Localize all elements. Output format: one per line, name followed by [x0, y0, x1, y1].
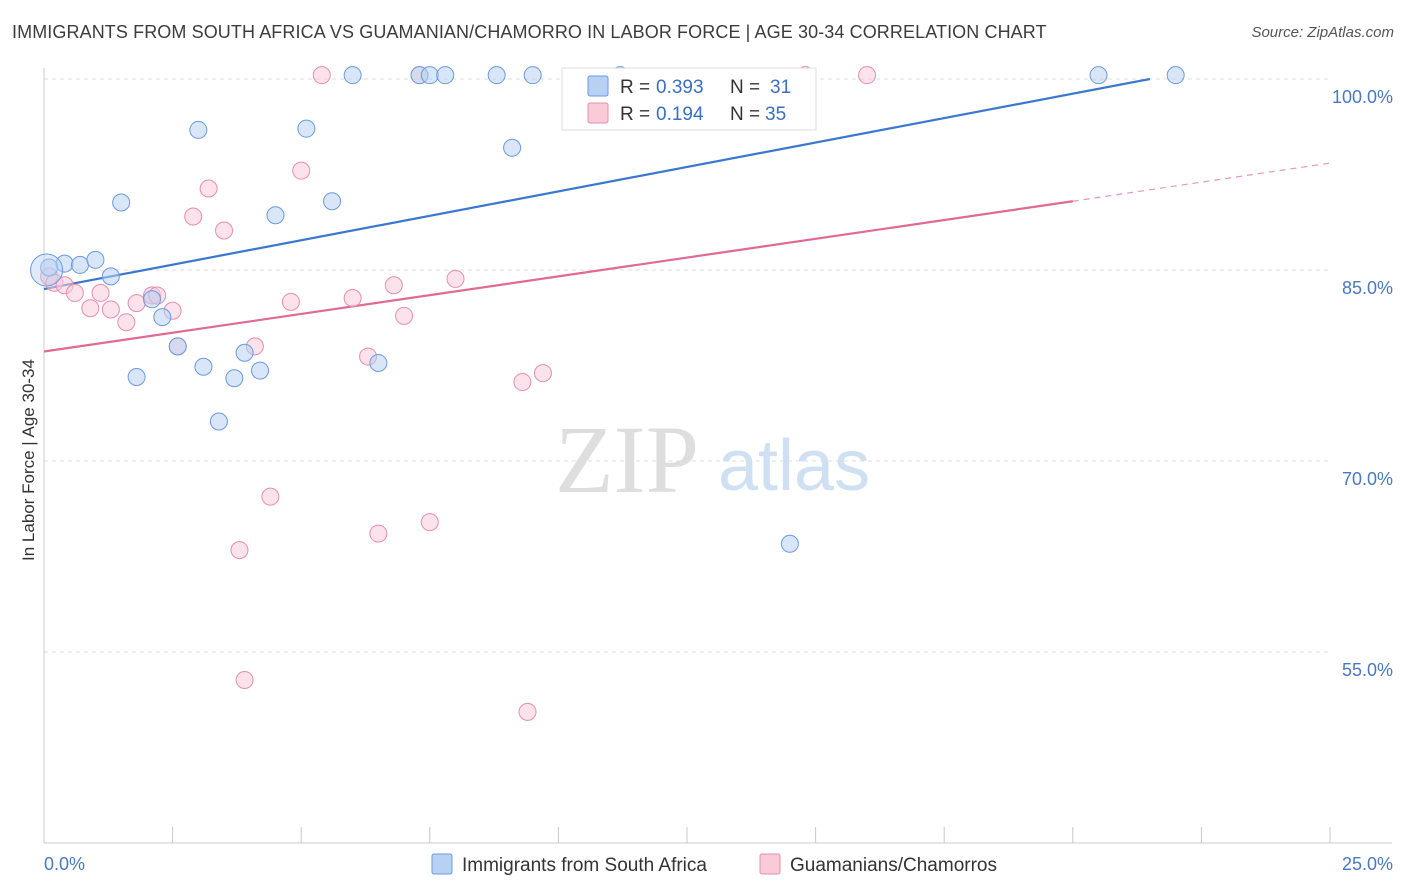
data-point-guamanian: [513, 373, 532, 392]
watermark-atlas: atlas: [718, 426, 870, 506]
data-point-south-africa: [168, 337, 187, 356]
data-points: [30, 66, 1185, 721]
trend-extension-2: [1072, 162, 1331, 202]
data-point-south-africa: [420, 66, 439, 85]
data-point-guamanian: [117, 313, 136, 332]
data-point-guamanian: [261, 487, 280, 506]
y-tick-label: 55.0%: [1342, 660, 1393, 680]
data-point-guamanian: [292, 161, 311, 180]
data-point-guamanian: [343, 289, 362, 308]
data-point-south-africa: [780, 534, 799, 553]
watermark: ZIP atlas: [555, 406, 870, 513]
x-tick-label-min: 0.0%: [44, 854, 85, 874]
data-point-guamanian: [518, 702, 537, 721]
legend: R = 0.393 N = 31 R = 0.194 N = 35: [561, 67, 817, 131]
axes: [43, 68, 1392, 844]
data-point-south-africa: [343, 66, 362, 85]
data-point-guamanian: [858, 66, 877, 85]
trend-line-1: [43, 77, 1151, 291]
data-point-south-africa: [297, 119, 316, 138]
watermark-zip: ZIP: [555, 406, 699, 513]
y-tick-label: 70.0%: [1342, 469, 1393, 489]
data-point-guamanian: [235, 671, 254, 690]
legend-swatch-pink: [587, 102, 609, 124]
data-point-south-africa: [194, 357, 213, 376]
data-point-south-africa: [523, 66, 542, 85]
data-point-south-africa: [1089, 66, 1108, 85]
data-point-south-africa: [143, 290, 162, 309]
legend-r-value-2: 0.194: [656, 104, 704, 125]
data-point-south-africa: [266, 206, 285, 225]
data-point-guamanian: [215, 221, 234, 240]
data-point-south-africa: [153, 308, 172, 327]
data-point-south-africa: [323, 192, 342, 211]
source-credit: Source: ZipAtlas.com: [1251, 24, 1394, 41]
legend-r-value-1: 0.393: [656, 77, 704, 98]
data-point-south-africa: [487, 66, 506, 85]
data-point-guamanian: [533, 364, 552, 383]
chart-title: IMMIGRANTS FROM SOUTH AFRICA VS GUAMANIA…: [12, 22, 1047, 42]
data-point-south-africa: [101, 267, 120, 286]
data-point-south-africa: [503, 138, 522, 157]
legend-n-label-2: N =: [730, 104, 760, 125]
legend-r-label-2: R =: [620, 104, 650, 125]
bottom-legend-label-2: Guamanians/Chamorros: [790, 855, 997, 876]
data-point-guamanian: [184, 207, 203, 226]
grid-lines: [44, 78, 1330, 653]
data-point-guamanian: [101, 300, 120, 319]
x-tick-labels: 0.0% 25.0%: [44, 854, 1393, 874]
data-point-guamanian: [420, 513, 439, 532]
data-point-guamanian: [91, 283, 110, 302]
legend-r-label-1: R =: [620, 77, 650, 98]
data-point-guamanian: [312, 66, 331, 85]
data-point-guamanian: [81, 299, 100, 318]
bottom-legend-swatch-blue: [431, 853, 453, 875]
data-point-south-africa: [209, 412, 228, 431]
y-tick-label: 85.0%: [1342, 278, 1393, 298]
data-point-south-africa: [436, 66, 455, 85]
legend-n-value-1: 31: [770, 77, 791, 98]
bottom-legend: Immigrants from South Africa Guamanians/…: [431, 853, 997, 876]
data-point-guamanian: [281, 292, 300, 311]
data-point-cluster: [30, 253, 64, 287]
data-point-guamanian: [395, 306, 414, 325]
data-point-south-africa: [1166, 66, 1185, 85]
y-tick-labels: 100.0% 85.0% 70.0% 55.0%: [1332, 87, 1393, 680]
data-point-south-africa: [86, 250, 105, 269]
data-point-south-africa: [235, 343, 254, 362]
data-point-guamanian: [230, 541, 249, 560]
data-point-south-africa: [127, 367, 146, 386]
y-axis-label: In Labor Force | Age 30-34: [19, 359, 38, 561]
y-tick-label: 100.0%: [1332, 87, 1393, 107]
data-point-south-africa: [251, 361, 270, 380]
bottom-legend-swatch-pink: [759, 853, 781, 875]
data-point-guamanian: [127, 294, 146, 313]
x-tick-label-max: 25.0%: [1342, 854, 1393, 874]
data-point-south-africa: [369, 353, 388, 372]
data-point-south-africa: [71, 255, 90, 274]
data-point-guamanian: [369, 524, 388, 543]
data-point-south-africa: [225, 369, 244, 388]
data-point-south-africa: [112, 193, 131, 212]
trend-line-2: [43, 200, 1073, 353]
data-point-south-africa: [189, 120, 208, 139]
legend-n-value-2: 35: [765, 104, 786, 125]
data-point-guamanian: [384, 276, 403, 295]
data-point-guamanian: [446, 269, 465, 288]
data-point-guamanian: [65, 283, 84, 302]
data-point-guamanian: [199, 179, 218, 198]
legend-swatch-blue: [587, 75, 609, 97]
bottom-legend-label-1: Immigrants from South Africa: [462, 855, 707, 876]
legend-n-label-1: N =: [730, 77, 760, 98]
trend-lines: [43, 77, 1331, 353]
